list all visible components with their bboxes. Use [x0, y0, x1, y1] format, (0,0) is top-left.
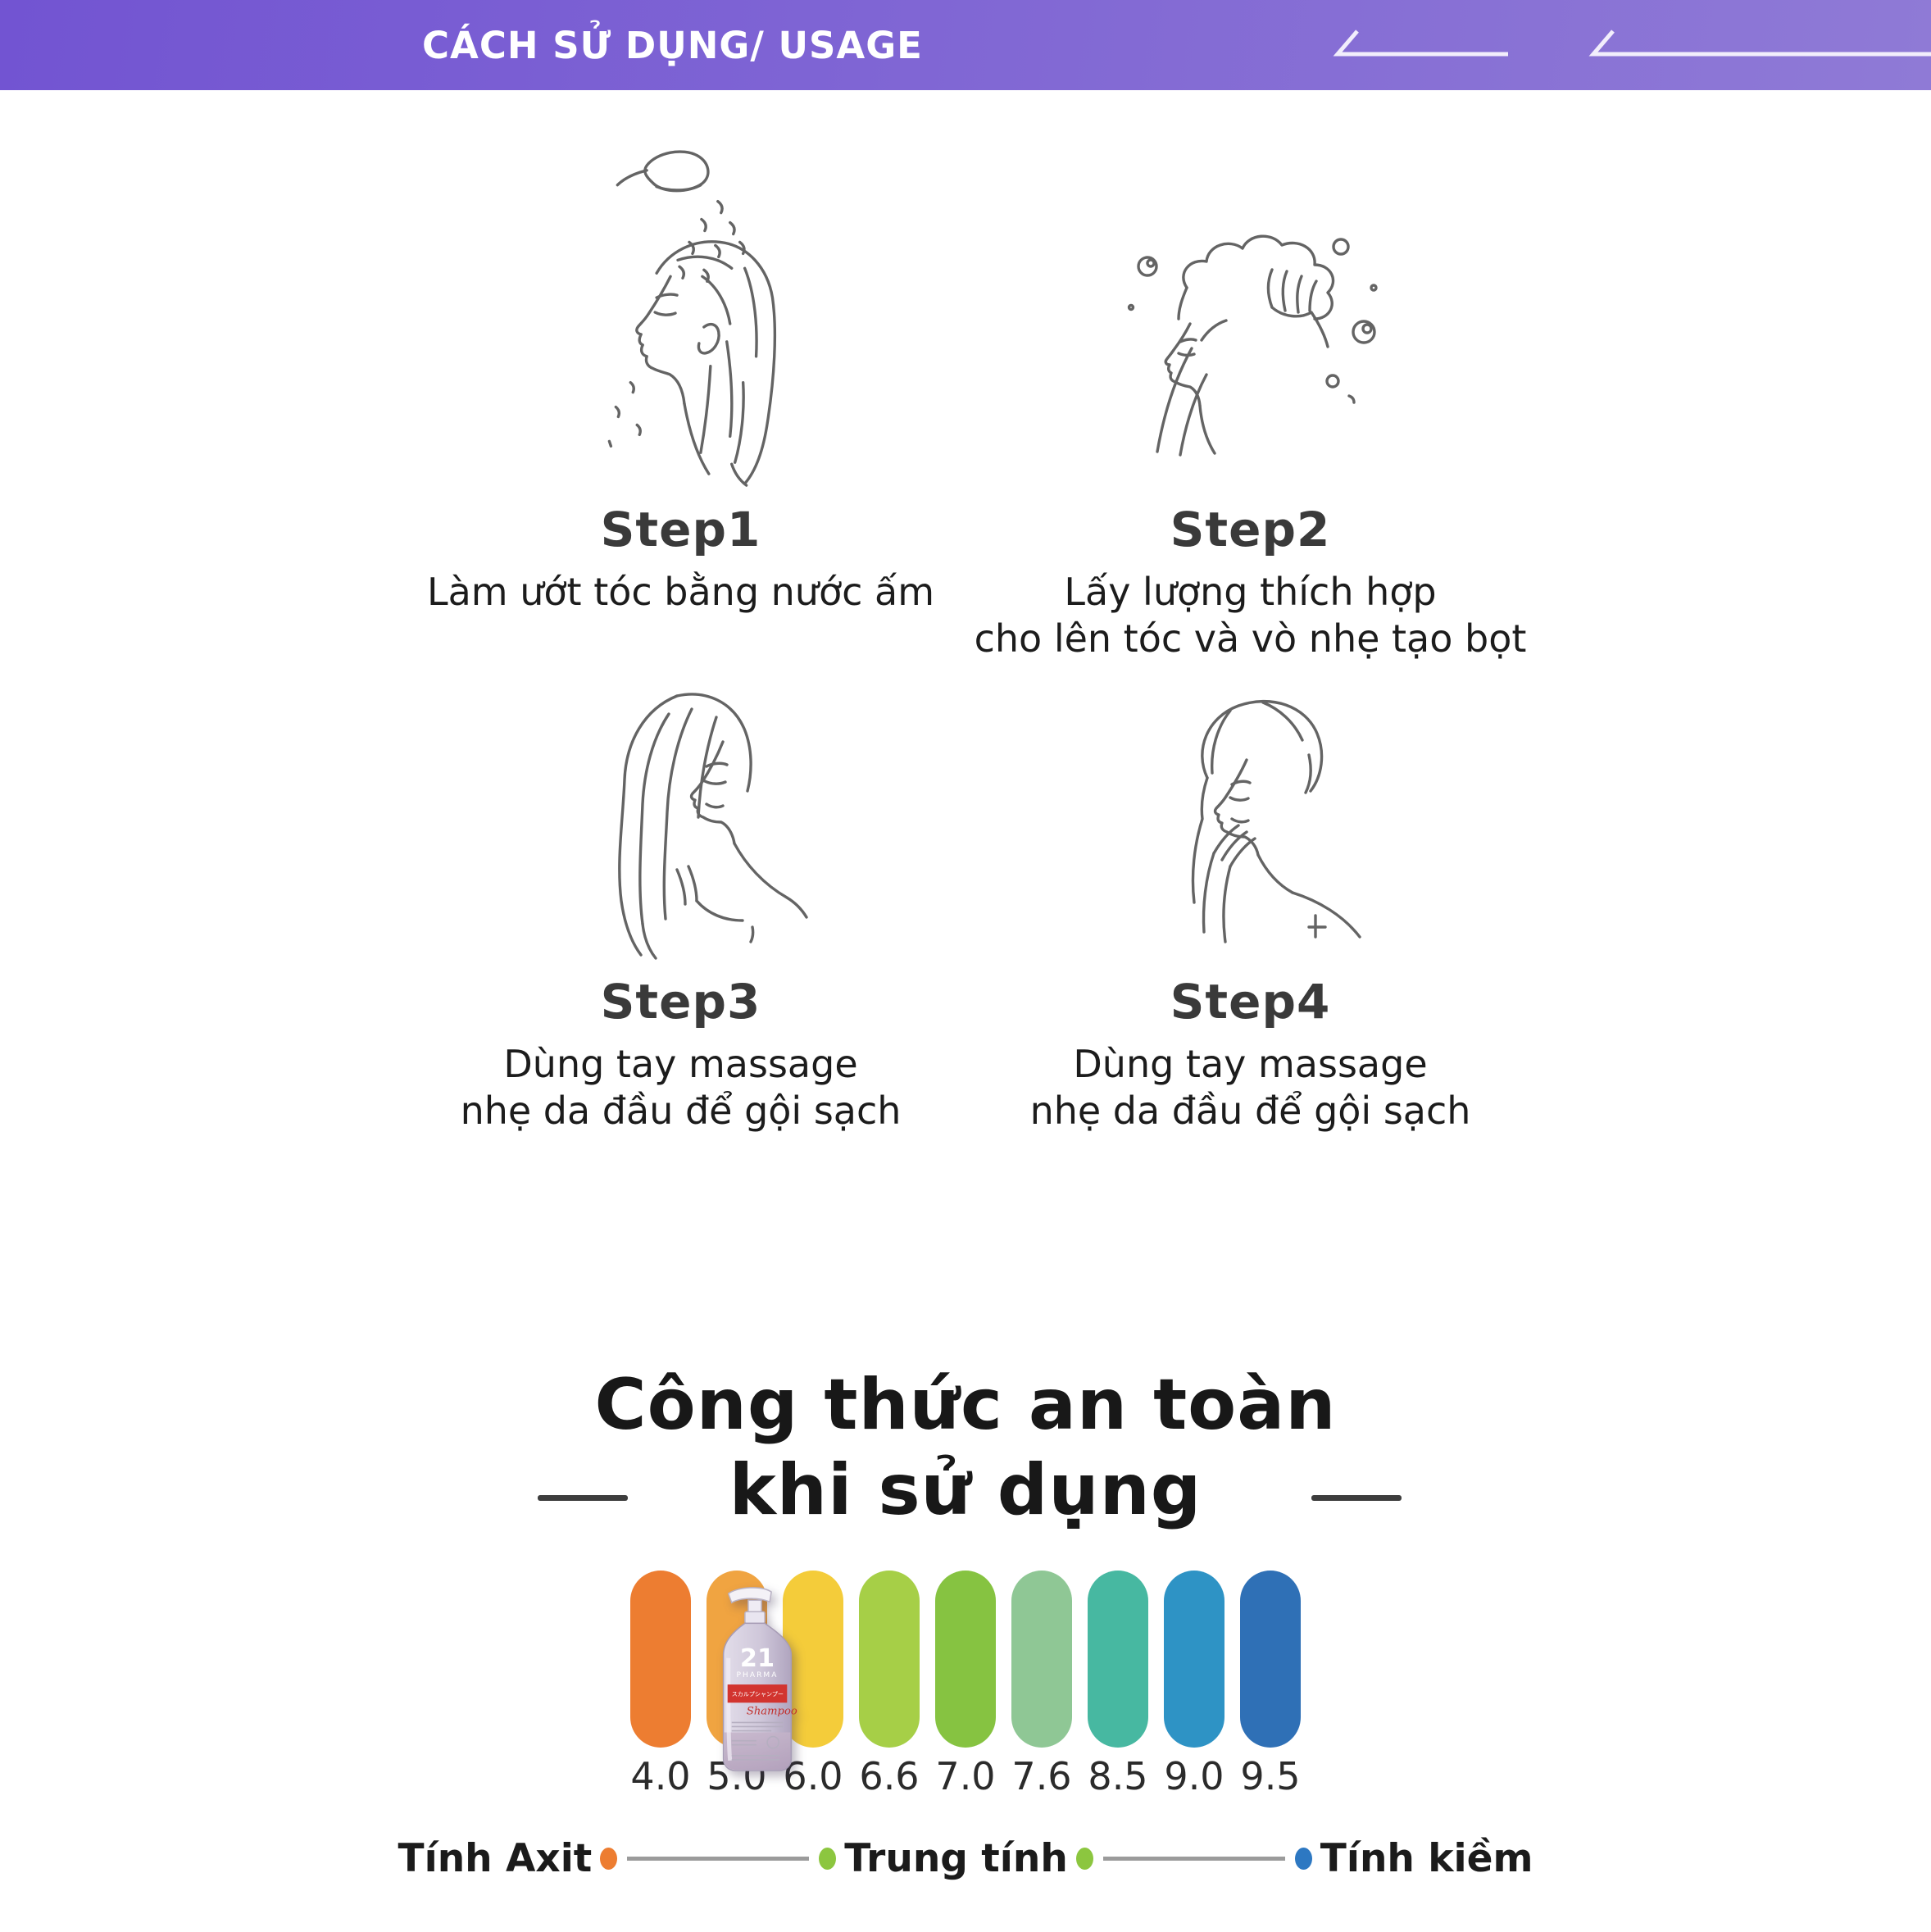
legend-line-right: [1102, 1857, 1285, 1861]
legend-dot-neutral-left: [819, 1848, 837, 1870]
header-decoration-lines: [1333, 30, 1931, 57]
step-3: Step3 Dùng tay massage nhẹ da đầu để gội…: [408, 677, 953, 1134]
legend-dot-neutral-right: [1075, 1848, 1093, 1870]
ph-scale-labels: 4.0 5.0 6.0 6.6 7.0 7.6 8.5 9.0 9.5: [630, 1754, 1301, 1798]
step1-title: Step1: [600, 502, 761, 557]
step4-illustration: [1115, 677, 1386, 969]
step3-title: Step3: [600, 974, 761, 1030]
bottle-number: 21: [740, 1644, 775, 1673]
ph-pill-4.0: [630, 1571, 691, 1748]
step1-illustration: [534, 131, 829, 497]
steps-row-2: Step3 Dùng tay massage nhẹ da đầu để gội…: [408, 677, 1523, 1134]
step-2: Step2 Lấy lượng thích hợp cho lên tóc và…: [975, 131, 1526, 662]
ph-value-label: 9.0: [1164, 1754, 1224, 1798]
title-dash-right: [1311, 1495, 1402, 1501]
ph-value-label: 7.6: [1011, 1754, 1072, 1798]
step4-title: Step4: [1170, 974, 1331, 1030]
ph-pill-7.6: [1011, 1571, 1072, 1748]
step1-caption: Làm ướt tóc bằng nước ấm: [426, 570, 935, 614]
step2-illustration: [1079, 131, 1423, 497]
legend-acid-label: Tính Axit: [398, 1836, 593, 1881]
header-banner: CÁCH SỬ DỤNG/ USAGE: [0, 0, 1931, 90]
legend-dot-acid: [600, 1848, 618, 1870]
steps-row-1: Step1 Làm ướt tóc bằng nước ấm: [408, 131, 1526, 662]
bottle-brand: PHARMA: [737, 1671, 779, 1680]
ph-value-label: 6.0: [783, 1754, 843, 1798]
bottle-label-jp: スカルプシャンプー: [732, 1690, 784, 1698]
ph-pill-6.6: [859, 1571, 920, 1748]
legend-dot-alkaline: [1294, 1848, 1312, 1870]
step-1: Step1 Làm ướt tóc bằng nước ấm: [408, 131, 953, 662]
ph-pill-9.5: [1240, 1571, 1301, 1748]
legend-alkaline-label: Tính kiềm: [1320, 1836, 1533, 1881]
step4-caption: Dùng tay massage nhẹ da đầu để gội sạch: [1029, 1042, 1471, 1134]
ph-legend: Tính Axit Trung tính Tính kiềm: [0, 1836, 1931, 1881]
ph-pill-6.0: [783, 1571, 843, 1748]
bottle-pump-icon: [727, 1587, 772, 1604]
bottle-label-script: Shampoo: [747, 1705, 797, 1717]
bottle-red-label: [727, 1684, 788, 1703]
step2-caption: Lấy lượng thích hợp cho lên tóc và vò nh…: [974, 570, 1527, 661]
ph-pill-9.0: [1164, 1571, 1224, 1748]
ph-value-label: 4.0: [630, 1754, 691, 1798]
ph-value-label: 7.0: [935, 1754, 996, 1798]
ph-pill-8.5: [1088, 1571, 1148, 1748]
step-4: Step4 Dùng tay massage nhẹ da đầu để gội…: [978, 677, 1523, 1134]
legend-line-left: [627, 1857, 810, 1861]
product-bottle: 21 PHARMA スカルプシャンプー Shampoo: [722, 1587, 797, 1771]
step3-caption: Dùng tay massage nhẹ da đầu để gội sạch: [460, 1042, 902, 1134]
step2-title: Step2: [1170, 502, 1331, 557]
title-dash-left: [538, 1495, 628, 1501]
ph-pill-7.0: [935, 1571, 996, 1748]
page-title: CÁCH SỬ DỤNG/ USAGE: [422, 24, 923, 67]
ph-value-label: 8.5: [1088, 1754, 1148, 1798]
ph-value-label: 9.5: [1240, 1754, 1301, 1798]
ph-value-label: 6.6: [859, 1754, 920, 1798]
ph-section-title: Công thức an toàn khi sử dụng: [594, 1364, 1337, 1532]
step3-illustration: [546, 677, 816, 969]
legend-neutral-label: Trung tính: [844, 1836, 1068, 1881]
